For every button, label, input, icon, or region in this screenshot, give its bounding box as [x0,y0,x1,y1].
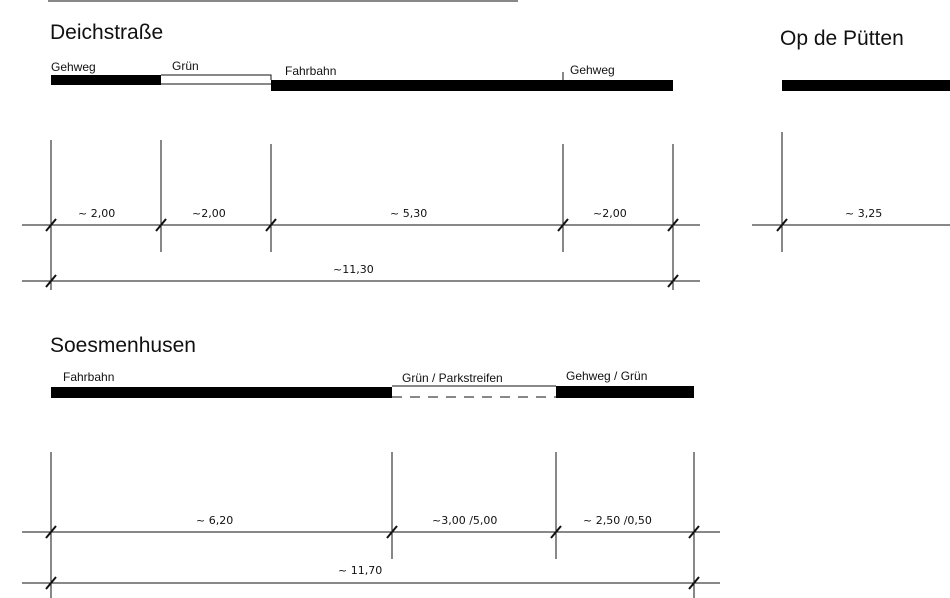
total-dimension-value: ~ 11,70 [338,564,382,577]
dimension-tick [45,274,57,288]
dimension-value: ~3,00 /5,00 [432,514,497,527]
dimension-value: ~2,00 [192,207,226,220]
profile-surface [782,80,950,91]
dimension-tick [688,576,700,590]
profile-fahrbahn-gehweg [271,80,673,91]
dimension-value: ~ 6,20 [196,514,233,527]
section-title: Op de Pütten [780,27,904,50]
label-gehweg-right: Gehweg [570,63,615,77]
section-deichstrasse: Deichstraße Gehweg Grün Fahrbahn Gehweg … [22,21,700,290]
total-dimension-value: ~11,30 [333,263,374,276]
dimension-tick [45,576,57,590]
dimension-value: ~ 3,25 [845,207,882,220]
label-gehweg-left: Gehweg [51,60,96,74]
label-gehweg-gruen: Gehweg / Grün [566,369,647,383]
dimension-value: ~ 2,50 /0,50 [583,514,652,527]
label-fahrbahn: Fahrbahn [285,64,336,78]
dimension-tick [688,525,700,539]
dimension-tick [386,525,398,539]
dimension-value: ~ 2,00 [78,207,115,220]
section-soesmenhusen: Soesmenhusen Fahrbahn Grün / Parkstreife… [22,334,720,598]
label-gruen: Grün [172,59,199,73]
profile-gehweg [556,386,694,398]
dimension-tick [550,525,562,539]
label-fahrbahn: Fahrbahn [63,370,114,384]
dimension-tick [557,218,569,232]
dimension-value: ~2,00 [593,207,627,220]
dimension-tick [155,218,167,232]
profile-gruen-top [161,74,272,80]
dimension-tick [45,525,57,539]
label-gruen-parkstreifen: Grün / Parkstreifen [402,371,503,385]
section-title: Deichstraße [50,21,163,44]
dimension-tick [667,274,679,288]
dimension-tick [265,218,277,232]
dimension-tick [45,218,57,232]
dimension-tick [776,218,788,232]
dimension-tick [667,218,679,232]
profile-gehweg-left [51,75,161,85]
section-title: Soesmenhusen [50,334,196,357]
profile-fahrbahn [51,387,392,398]
section-op-de-puetten: Op de Pütten ~ 3,25 [752,27,950,252]
dimension-value: ~ 5,30 [390,207,427,220]
